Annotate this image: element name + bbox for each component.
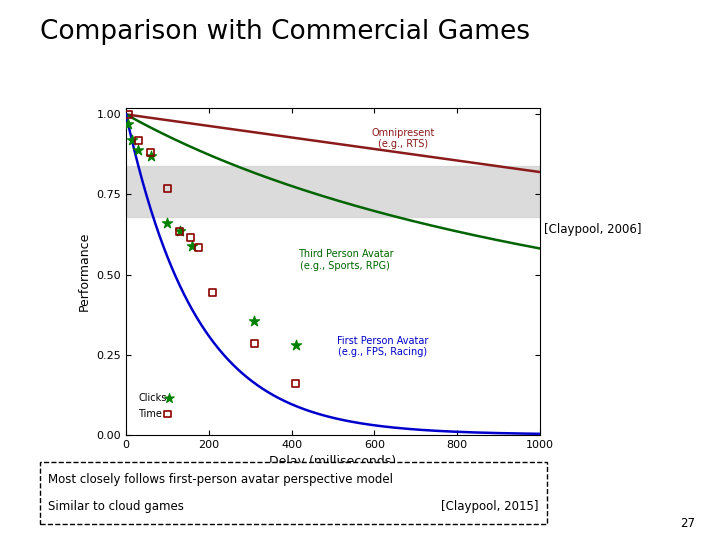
Point	[248, 316, 260, 325]
Point	[163, 394, 175, 402]
Point	[193, 243, 204, 252]
Point	[290, 341, 302, 349]
Point	[174, 227, 186, 235]
Text: 27: 27	[680, 517, 695, 530]
Text: [Claypool, 2015]: [Claypool, 2015]	[441, 500, 539, 513]
Point	[290, 379, 302, 388]
Point	[174, 227, 186, 235]
Point	[161, 219, 173, 228]
X-axis label: Delay (milliseconds): Delay (milliseconds)	[269, 455, 397, 468]
Text: Most closely follows first-person avatar perspective model: Most closely follows first-person avatar…	[48, 472, 393, 485]
Point	[145, 148, 156, 157]
Text: Time: Time	[138, 409, 162, 419]
Text: Third Person Avatar
(e.g., Sports, RPG): Third Person Avatar (e.g., Sports, RPG)	[297, 249, 393, 271]
Text: First Person Avatar
(e.g., FPS, Racing): First Person Avatar (e.g., FPS, Racing)	[337, 336, 428, 357]
Text: Similar to cloud games: Similar to cloud games	[48, 500, 184, 513]
Point	[132, 145, 144, 154]
Point	[184, 233, 196, 242]
Bar	[126, 166, 540, 217]
Text: Omnipresent
(e.g., RTS): Omnipresent (e.g., RTS)	[372, 127, 435, 149]
Point	[186, 241, 198, 250]
Text: Clicks: Clicks	[138, 393, 167, 403]
Point	[132, 136, 144, 144]
Point	[248, 339, 260, 348]
Text: [Claypool, 2006]: [Claypool, 2006]	[544, 223, 641, 236]
Point	[122, 120, 134, 129]
Text: Comparison with Commercial Games: Comparison with Commercial Games	[40, 19, 530, 45]
Point	[207, 288, 219, 296]
Point	[161, 184, 173, 192]
Point	[145, 152, 156, 160]
Y-axis label: Performance: Performance	[78, 232, 91, 311]
Point	[127, 136, 138, 144]
Point	[161, 409, 173, 418]
Point	[122, 110, 134, 119]
